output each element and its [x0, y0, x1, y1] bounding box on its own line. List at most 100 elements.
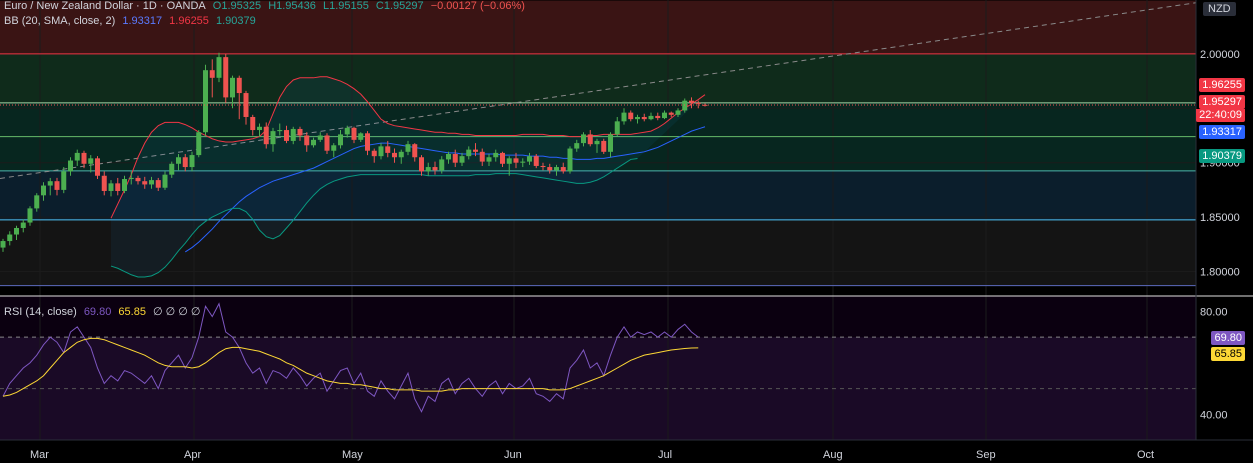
candle-body[interactable] [344, 127, 350, 135]
candle-body[interactable] [54, 181, 60, 190]
candle-body[interactable] [466, 149, 472, 157]
candle-body[interactable] [108, 183, 114, 191]
candle-body[interactable] [446, 153, 451, 160]
candle-body[interactable] [432, 167, 438, 171]
candle-body[interactable] [533, 156, 539, 166]
candle-body[interactable] [425, 167, 431, 172]
candle-body[interactable] [608, 134, 613, 152]
candle-body[interactable] [385, 146, 391, 153]
candle-body[interactable] [655, 115, 661, 119]
candle-body[interactable] [149, 180, 154, 185]
candle-body[interactable] [513, 158, 519, 163]
candle-body[interactable] [162, 174, 168, 188]
candle-body[interactable] [74, 152, 80, 161]
candle-body[interactable] [351, 127, 357, 140]
candle-body[interactable] [7, 234, 13, 242]
candle-body[interactable] [311, 139, 316, 146]
candle-body[interactable] [405, 144, 411, 152]
candle-body[interactable] [560, 167, 566, 172]
candle-body[interactable] [473, 149, 478, 152]
candle-body[interactable] [689, 100, 694, 103]
candle-body[interactable] [61, 171, 67, 190]
candle-body[interactable] [452, 153, 458, 163]
candle-body[interactable] [317, 135, 323, 140]
candle-body[interactable] [479, 151, 485, 162]
candle-body[interactable] [41, 185, 46, 196]
candle-body[interactable] [567, 148, 573, 172]
candle-body[interactable] [628, 112, 634, 120]
candle-body[interactable] [223, 57, 229, 98]
candle-body[interactable] [621, 112, 627, 122]
candle-body[interactable] [290, 128, 296, 141]
candle-body[interactable] [68, 160, 73, 172]
candle-body[interactable] [189, 155, 195, 168]
candle-body[interactable] [392, 152, 397, 158]
candle-body[interactable] [277, 130, 283, 132]
currency-badge[interactable]: NZD [1203, 2, 1236, 16]
candle-body[interactable] [581, 134, 586, 144]
candle-body[interactable] [682, 100, 688, 111]
candle-body[interactable] [439, 159, 445, 171]
candle-body[interactable] [459, 156, 465, 163]
candle-body[interactable] [182, 157, 188, 168]
candle-body[interactable] [547, 167, 553, 171]
candle-body[interactable] [128, 177, 134, 180]
candle-body[interactable] [574, 143, 580, 149]
candle-body[interactable] [250, 116, 256, 131]
candle-body[interactable] [230, 77, 235, 98]
candle-body[interactable] [115, 183, 121, 191]
candle-body[interactable] [47, 181, 53, 186]
candle-body[interactable] [142, 181, 148, 185]
candle-body[interactable] [304, 135, 310, 146]
bb-legend[interactable]: BB (20, SMA, close, 2) 1.93317 1.96255 1… [4, 15, 260, 27]
candle-body[interactable] [236, 77, 242, 94]
candle-body[interactable] [527, 156, 532, 162]
candle-body[interactable] [614, 121, 620, 135]
candle-body[interactable] [412, 144, 418, 158]
candle-body[interactable] [34, 195, 40, 209]
candle-body[interactable] [520, 161, 526, 163]
candle-body[interactable] [486, 157, 492, 162]
candle-body[interactable] [263, 126, 269, 145]
candle-body[interactable] [695, 102, 701, 104]
candle-body[interactable] [209, 70, 215, 78]
candle-body[interactable] [365, 133, 370, 151]
candle-body[interactable] [95, 158, 100, 176]
candle-body[interactable] [331, 145, 337, 151]
candle-body[interactable] [14, 227, 19, 235]
candle-body[interactable] [324, 135, 330, 151]
candle-body[interactable] [378, 146, 384, 157]
candle-body[interactable] [196, 132, 202, 156]
candle-body[interactable] [176, 157, 181, 164]
candle-body[interactable] [216, 57, 222, 78]
candle-body[interactable] [297, 128, 303, 136]
candle-body[interactable] [371, 150, 377, 157]
candle-body[interactable] [81, 152, 87, 164]
candle-body[interactable] [135, 177, 141, 182]
candle-body[interactable] [270, 131, 276, 145]
candle-body[interactable] [601, 140, 607, 152]
rsi-legend[interactable]: RSI (14, close) 69.80 65.85 ∅ ∅ ∅ ∅ [4, 305, 205, 318]
candle-body[interactable] [284, 130, 289, 141]
candle-body[interactable] [493, 152, 499, 158]
candle-body[interactable] [587, 134, 593, 145]
candle-body[interactable] [419, 157, 424, 172]
candle-body[interactable] [257, 126, 262, 131]
candle-body[interactable] [155, 180, 161, 188]
candle-body[interactable] [675, 110, 681, 115]
candle-body[interactable] [20, 222, 26, 228]
candle-body[interactable] [506, 158, 512, 164]
candle-body[interactable] [169, 163, 175, 175]
candle-body[interactable] [358, 133, 364, 140]
candle-body[interactable] [648, 115, 654, 120]
candle-body[interactable] [594, 140, 600, 145]
candle-body[interactable] [662, 112, 667, 119]
candle-body[interactable] [101, 175, 107, 191]
candle-body[interactable] [635, 116, 640, 120]
candle-body[interactable] [203, 70, 208, 133]
candle-body[interactable] [398, 151, 404, 158]
candle-body[interactable] [27, 208, 33, 223]
candle-body[interactable] [540, 165, 546, 168]
candle-body[interactable] [554, 167, 559, 171]
